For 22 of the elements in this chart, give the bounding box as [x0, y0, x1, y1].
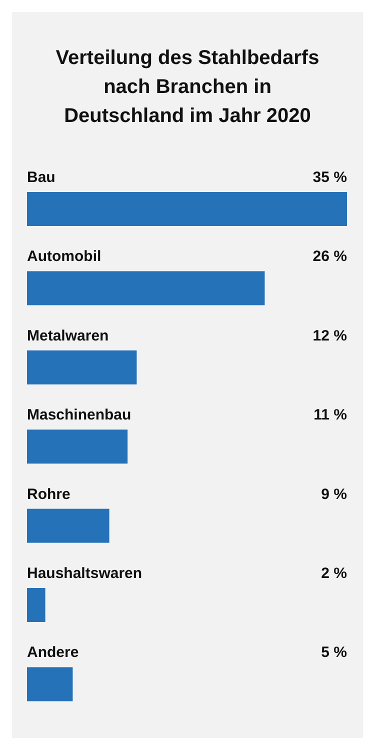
- bar: [27, 192, 347, 226]
- data-label: 26 %: [312, 248, 347, 266]
- bar: [27, 588, 46, 622]
- bar: [27, 430, 128, 464]
- y-tick-label: Metalwaren: [27, 327, 109, 344]
- data-label: 12 %: [312, 327, 347, 344]
- data-label: 9 %: [321, 486, 347, 503]
- data-label: 5 %: [321, 644, 347, 662]
- bar: [27, 508, 110, 543]
- y-tick-label: Haushaltswaren: [27, 565, 142, 582]
- data-label: 2 %: [321, 565, 347, 582]
- y-tick-label: Rohre: [27, 486, 70, 503]
- bar: [27, 667, 73, 702]
- y-tick-label: Bau: [27, 169, 56, 186]
- chart-title: Verteilung des Stahlbedarfs nach Branchen in Deutschland im Jahr 2020: [56, 47, 320, 127]
- y-tick-label: Automobil: [27, 248, 102, 266]
- data-label: 11 %: [314, 406, 347, 424]
- y-tick-label: Andere: [27, 644, 79, 662]
- y-tick-label: Maschinenbau: [27, 406, 132, 424]
- bar: [27, 271, 265, 306]
- data-label: 35 %: [312, 169, 347, 186]
- bar: [27, 350, 137, 384]
